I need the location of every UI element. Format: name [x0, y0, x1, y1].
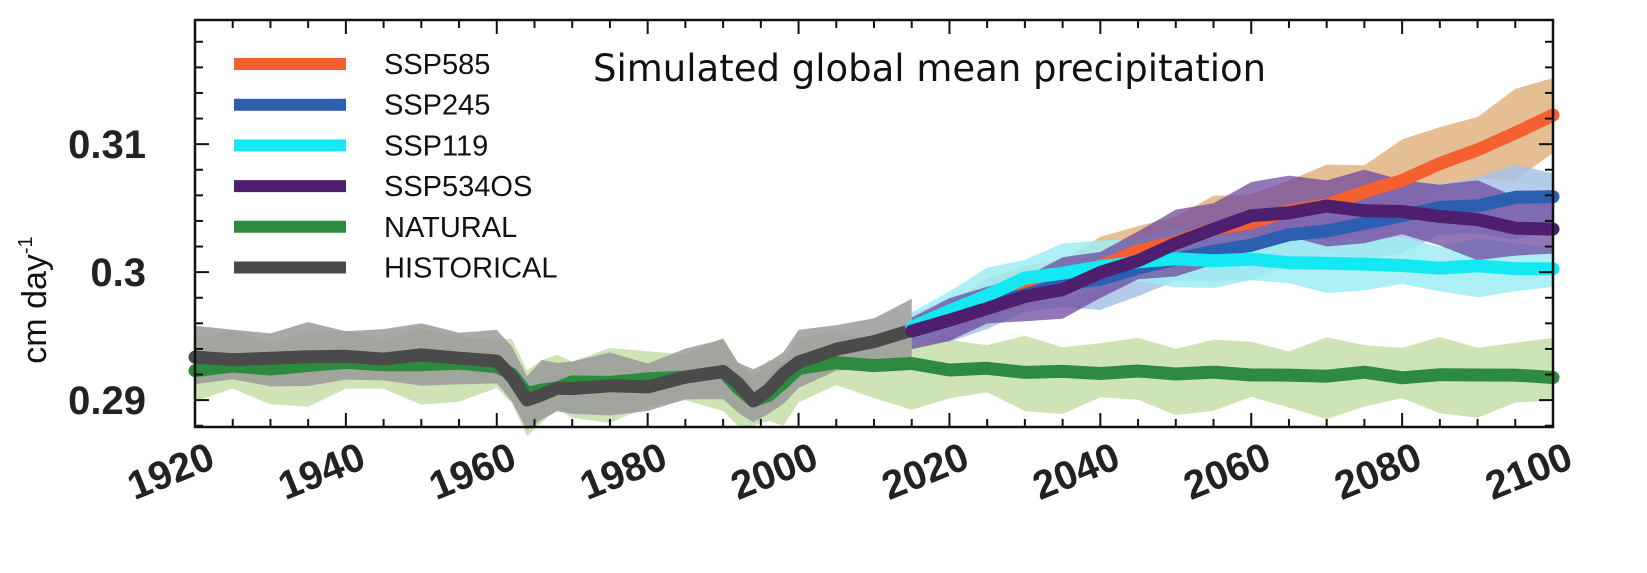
y-axis-label-main: cm day: [16, 254, 54, 364]
legend-label-ssp119: SSP119: [384, 130, 488, 162]
series-line-historical: [188, 323, 919, 408]
y-axis-label-superscript: -1: [15, 236, 37, 254]
series-line-ssp534os: [905, 199, 1560, 338]
x-tick-label: 2100: [1479, 435, 1578, 509]
y-tick-label: 0.29: [68, 379, 146, 423]
legend-label-ssp585: SSP585: [384, 49, 490, 81]
band-historical: [195, 298, 912, 430]
legend: SSP585 SSP245 SSP119 SSP534OS NATURAL HISTORI…: [234, 49, 558, 285]
y-ticks: 0.29 0.3 0.31: [68, 40, 1553, 427]
x-tick-label: 1920: [121, 435, 220, 509]
series-line-ssp119: [905, 252, 1560, 334]
series-lines: [188, 108, 1560, 408]
chart-title: Simulated global mean precipitation: [593, 47, 1266, 90]
x-tick-label: 2020: [876, 435, 975, 509]
x-tick-label: 1980: [574, 435, 673, 509]
legend-label-ssp534os: SSP534OS: [384, 171, 532, 203]
legend-label-ssp245: SSP245: [384, 90, 490, 122]
x-tick-label: 2060: [1178, 435, 1277, 509]
y-tick-label: 0.31: [68, 123, 146, 167]
x-tick-label: 2040: [1027, 435, 1126, 509]
y-tick-label: 0.3: [90, 251, 146, 295]
x-tick-label: 2080: [1328, 435, 1427, 509]
x-tick-label: 1960: [423, 435, 522, 509]
x-tick-label: 1940: [272, 435, 371, 509]
y-axis-label: cm day-1: [15, 236, 54, 363]
legend-label-historical: HISTORICAL: [384, 253, 558, 285]
x-tick-label: 2000: [725, 435, 824, 509]
legend-label-natural: NATURAL: [384, 212, 517, 244]
